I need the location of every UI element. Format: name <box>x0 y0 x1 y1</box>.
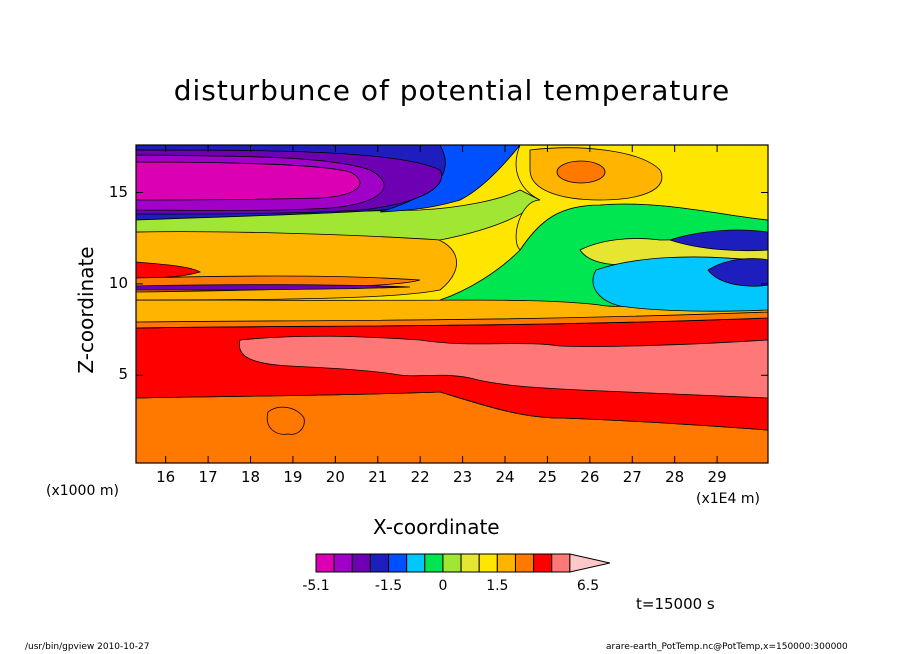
y-tick-label: 15 <box>108 182 128 201</box>
x-tick-label: 16 <box>156 468 176 486</box>
colorbar-tick-label: 6.5 <box>576 578 600 594</box>
x-tick-label: 19 <box>283 468 303 486</box>
footer-source: arare-earth_PotTemp.nc@PotTemp,x=150000:… <box>606 642 848 652</box>
x-unit-right: (x1E4 m) <box>696 491 760 507</box>
x-unit-left: (x1000 m) <box>46 483 119 499</box>
x-tick-label: 27 <box>622 468 642 486</box>
colorbar-swatch <box>369 553 390 573</box>
colorbar <box>315 553 610 573</box>
band-magenta <box>136 161 361 201</box>
x-tick-label: 17 <box>198 468 218 486</box>
x-tick-label: 25 <box>537 468 557 486</box>
colorbar-swatch <box>460 553 480 573</box>
colorbar-swatch <box>514 553 535 573</box>
y-tick-label: 10 <box>108 273 128 292</box>
y-tick-label: 5 <box>118 365 128 384</box>
colorbar-tick-label: 1.5 <box>486 578 509 594</box>
colorbar-arrow <box>569 553 610 573</box>
x-tick-label: 20 <box>325 468 345 486</box>
chart-title: disturbunce of potential temperature <box>173 74 731 107</box>
band-strip-dark <box>136 284 411 291</box>
y-axis-label: Z-coordinate <box>74 246 98 374</box>
x-tick-label: 29 <box>707 468 727 486</box>
colorbar-swatch <box>315 553 335 573</box>
colorbar-swatch <box>496 553 516 573</box>
colorbar-swatch <box>351 553 371 573</box>
colorbar-tick-label: 0 <box>438 578 448 594</box>
colorbar-swatch <box>442 553 462 573</box>
x-tick-marks <box>165 145 718 463</box>
region-blue-right-2 <box>707 258 768 287</box>
x-tick-label: 18 <box>240 468 261 486</box>
colorbar-swatch <box>424 553 444 573</box>
region-blue-right <box>668 229 768 252</box>
plot-frame <box>135 144 769 464</box>
x-tick-label: 23 <box>453 468 473 486</box>
x-tick-label: 21 <box>368 468 388 486</box>
colorbar-swatch <box>478 553 498 573</box>
time-label: t=15000 s <box>636 595 715 613</box>
patch-orange <box>266 406 305 435</box>
band-thin-lines <box>136 311 768 329</box>
x-axis-label: X-coordinate <box>373 515 500 539</box>
colorbar-swatch <box>406 553 426 573</box>
y-tick-marks <box>136 192 768 376</box>
colorbar-swatch <box>333 553 353 573</box>
colorbar-swatch <box>388 553 408 573</box>
x-tick-label: 22 <box>410 468 430 486</box>
footer-program-date: /usr/bin/gpview 2010-10-27 <box>25 642 150 652</box>
x-tick-label: 26 <box>580 468 600 486</box>
peak-red <box>556 160 606 184</box>
band-pink-core <box>238 335 768 399</box>
x-tick-label: 28 <box>665 468 685 486</box>
colorbar-swatch <box>533 553 553 573</box>
colorbar-tick-label: -1.5 <box>374 578 403 594</box>
colorbar-tick-label: -5.1 <box>302 578 330 594</box>
colorbar-swatch <box>551 553 571 573</box>
contour-field <box>136 145 768 463</box>
x-tick-label: 24 <box>495 468 515 486</box>
